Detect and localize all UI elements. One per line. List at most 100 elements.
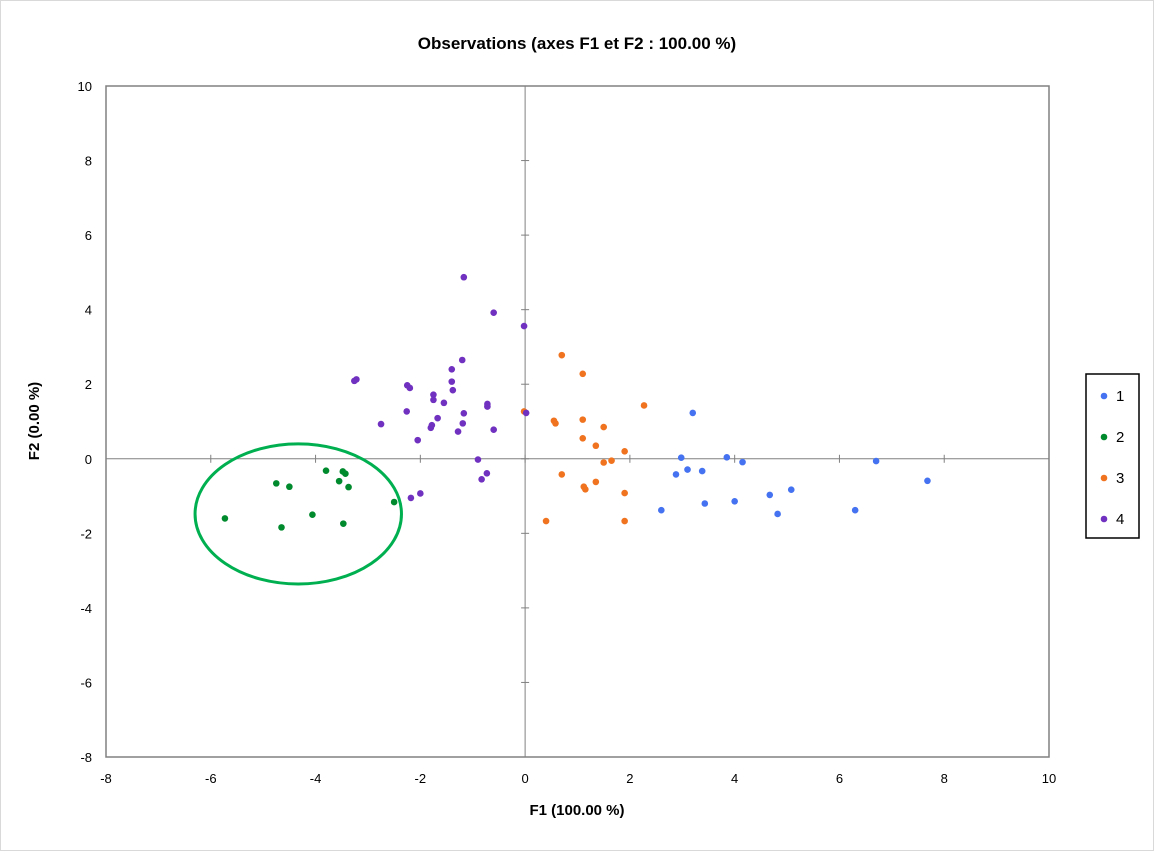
- data-point-series-1: [739, 458, 746, 466]
- plot-area: [105, 85, 1050, 758]
- data-point-series-4: [427, 424, 435, 432]
- data-point-series-2: [390, 498, 398, 506]
- legend-marker-1: [1100, 392, 1108, 400]
- legend-marker-3: [1100, 474, 1108, 482]
- data-point-series-4: [483, 470, 491, 477]
- legend-box: [1085, 373, 1140, 539]
- data-point-series-4: [490, 309, 497, 316]
- data-point-series-4: [430, 396, 437, 404]
- data-point-series-3: [600, 459, 607, 466]
- x-tick-label: 6: [836, 771, 843, 786]
- data-points: [221, 273, 931, 531]
- data-point-series-1: [684, 466, 691, 473]
- x-tick-label: -6: [205, 771, 217, 786]
- x-tick-label: -4: [310, 771, 322, 786]
- y-tick-label: 4: [85, 303, 92, 318]
- data-point-series-3: [558, 351, 566, 359]
- data-point-series-4: [490, 426, 497, 434]
- data-point-series-3: [592, 478, 600, 486]
- data-point-series-4: [406, 384, 414, 392]
- data-point-series-1: [766, 491, 774, 499]
- data-point-series-4: [484, 403, 491, 410]
- data-point-series-4: [377, 420, 385, 428]
- data-point-series-4: [414, 436, 422, 444]
- x-tick-label: -8: [100, 771, 112, 786]
- data-point-series-4: [459, 420, 467, 427]
- data-point-series-4: [458, 356, 466, 364]
- data-point-series-1: [774, 510, 781, 518]
- data-point-series-1: [787, 486, 795, 494]
- x-tick-label: 4: [731, 771, 738, 786]
- data-point-series-2: [221, 515, 229, 522]
- data-point-series-1: [723, 453, 731, 461]
- x-tick-label: 0: [521, 771, 528, 786]
- legend: 1 2 3 4: [1085, 373, 1140, 539]
- data-point-series-1: [701, 500, 709, 507]
- x-axis-title: F1 (100.00 %): [529, 802, 624, 819]
- data-point-series-4: [407, 494, 415, 502]
- y-tick-label: 2: [85, 377, 92, 392]
- x-tick-label: 2: [626, 771, 633, 786]
- data-point-series-2: [340, 520, 347, 527]
- data-point-series-1: [677, 454, 685, 461]
- data-point-series-4: [449, 386, 457, 394]
- y-tick-label: -2: [80, 526, 92, 541]
- data-point-series-3: [608, 457, 615, 464]
- data-point-series-4: [454, 428, 462, 435]
- data-point-series-4: [522, 409, 530, 417]
- data-point-series-3: [579, 434, 587, 442]
- y-tick-label: 8: [85, 154, 92, 169]
- data-point-series-1: [851, 506, 859, 514]
- legend-items: 1 2 3 4: [1100, 388, 1124, 528]
- data-point-series-4: [474, 456, 482, 463]
- legend-label-2: 2: [1116, 429, 1124, 446]
- y-tick-labels: -8 -6 -4 -2 0 2 4 6 8 10: [78, 79, 92, 765]
- y-tick-label: -4: [80, 601, 92, 616]
- data-point-series-1: [731, 497, 738, 505]
- y-tick-label: 10: [78, 79, 92, 94]
- data-point-series-3: [600, 423, 607, 431]
- x-tick-labels: -8 -6 -4 -2 0 2 4 6 8 10: [100, 771, 1056, 786]
- data-point-series-1: [689, 409, 697, 417]
- x-tick-label: 8: [941, 771, 948, 786]
- data-point-series-3: [592, 442, 600, 450]
- data-point-series-1: [698, 467, 706, 475]
- data-point-series-2: [286, 483, 293, 491]
- x-tick-label: -2: [415, 771, 427, 786]
- data-point-series-1: [924, 477, 931, 485]
- highlight-ellipse: [193, 442, 403, 586]
- chart-title: Observations (axes F1 et F2 : 100.00 %): [418, 34, 736, 53]
- data-point-series-4: [448, 366, 456, 373]
- y-axis-title: F2 (0.00 %): [26, 382, 43, 460]
- y-tick-label: -8: [80, 750, 92, 765]
- data-point-series-3: [552, 420, 559, 427]
- data-point-series-4: [448, 378, 456, 385]
- data-point-series-3: [621, 517, 628, 525]
- data-point-series-4: [434, 414, 441, 422]
- data-point-series-3: [582, 486, 589, 493]
- legend-label-1: 1: [1116, 388, 1124, 405]
- data-point-series-3: [621, 489, 628, 497]
- legend-marker-4: [1100, 515, 1108, 523]
- data-point-series-4: [417, 490, 424, 497]
- y-tick-label: -6: [80, 675, 92, 690]
- data-point-series-2: [345, 483, 352, 491]
- data-point-series-1: [872, 457, 880, 465]
- data-point-series-3: [621, 448, 628, 455]
- data-point-series-2: [272, 480, 280, 487]
- data-point-series-3: [640, 402, 648, 409]
- legend-label-4: 4: [1116, 511, 1124, 528]
- data-point-series-1: [672, 471, 680, 478]
- data-point-series-3: [579, 416, 587, 423]
- data-point-series-3: [579, 370, 587, 378]
- data-point-series-2: [322, 467, 330, 475]
- data-point-series-2: [342, 470, 349, 477]
- data-point-series-4: [520, 322, 528, 330]
- data-point-series-4: [403, 408, 411, 415]
- axes: [105, 85, 1050, 758]
- data-point-series-4: [440, 399, 448, 407]
- y-tick-label: 6: [85, 228, 92, 243]
- data-point-series-3: [542, 517, 550, 525]
- x-tick-label: 10: [1042, 771, 1056, 786]
